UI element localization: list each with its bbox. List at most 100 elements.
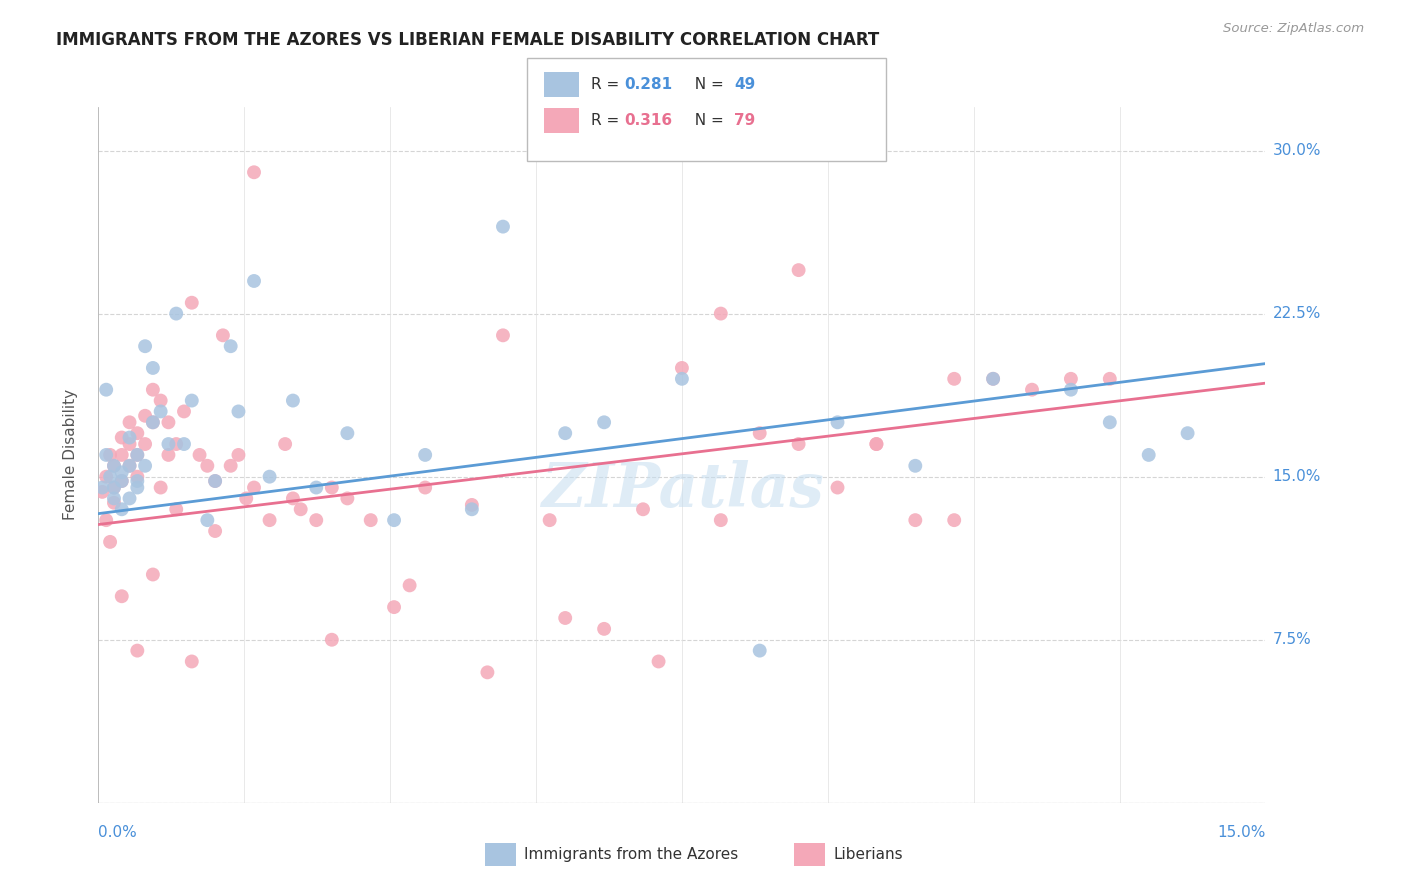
Point xyxy=(103,481,125,495)
Point xyxy=(593,622,616,636)
Point xyxy=(492,219,515,234)
Point xyxy=(157,437,180,451)
Point xyxy=(710,513,733,527)
Point xyxy=(180,393,202,408)
Point xyxy=(204,474,226,488)
Point xyxy=(111,466,134,480)
Point xyxy=(671,360,693,375)
Point xyxy=(259,513,281,527)
Point xyxy=(413,481,436,495)
Point xyxy=(142,567,165,582)
Point xyxy=(98,469,121,483)
Y-axis label: Female Disability: Female Disability xyxy=(63,389,77,521)
Point xyxy=(1177,426,1199,441)
Point xyxy=(305,513,328,527)
Text: Source: ZipAtlas.com: Source: ZipAtlas.com xyxy=(1223,22,1364,36)
Point xyxy=(981,372,1004,386)
Text: R =: R = xyxy=(591,78,624,92)
Point xyxy=(111,502,134,516)
Point xyxy=(103,481,125,495)
Point xyxy=(1098,415,1121,429)
Point xyxy=(943,372,966,386)
Point xyxy=(382,513,405,527)
Point xyxy=(554,426,576,441)
Point xyxy=(647,655,669,669)
Point xyxy=(904,513,927,527)
Text: 49: 49 xyxy=(734,78,755,92)
Point xyxy=(127,474,149,488)
Point xyxy=(142,360,165,375)
Point xyxy=(149,393,172,408)
Point xyxy=(492,328,515,343)
Point xyxy=(127,448,149,462)
Point xyxy=(204,474,226,488)
Point xyxy=(96,383,118,397)
Point xyxy=(118,437,141,451)
Text: 30.0%: 30.0% xyxy=(1272,143,1320,158)
Point xyxy=(235,491,257,506)
Point xyxy=(305,481,328,495)
Point xyxy=(336,426,359,441)
Point xyxy=(157,415,180,429)
Point xyxy=(195,513,218,527)
Point xyxy=(904,458,927,473)
Point xyxy=(219,339,242,353)
Point xyxy=(281,393,304,408)
Point xyxy=(127,481,149,495)
Point xyxy=(219,458,242,473)
Point xyxy=(142,415,165,429)
Text: 15.0%: 15.0% xyxy=(1218,825,1265,840)
Text: 7.5%: 7.5% xyxy=(1272,632,1312,648)
Point xyxy=(134,437,156,451)
Point xyxy=(243,274,266,288)
Point xyxy=(360,513,382,527)
Point xyxy=(787,437,810,451)
Point xyxy=(1060,372,1083,386)
Point xyxy=(981,372,1004,386)
Point xyxy=(103,491,125,506)
Point xyxy=(943,513,966,527)
Point xyxy=(336,491,359,506)
Text: ZIPatlas: ZIPatlas xyxy=(540,459,824,520)
Point xyxy=(91,481,114,495)
Text: 0.281: 0.281 xyxy=(624,78,672,92)
Point xyxy=(111,474,134,488)
Point xyxy=(228,448,250,462)
Point xyxy=(96,513,118,527)
Point xyxy=(538,513,561,527)
Point xyxy=(165,437,187,451)
Text: Immigrants from the Azores: Immigrants from the Azores xyxy=(524,847,738,862)
Point xyxy=(127,643,149,657)
Point xyxy=(710,307,733,321)
Point xyxy=(398,578,420,592)
Point xyxy=(173,404,195,418)
Text: R =: R = xyxy=(591,113,624,128)
Point xyxy=(321,632,343,647)
Point xyxy=(212,328,235,343)
Point xyxy=(243,481,266,495)
Point xyxy=(134,409,156,423)
Point xyxy=(290,502,312,516)
Point xyxy=(127,469,149,483)
Text: 15.0%: 15.0% xyxy=(1272,469,1320,484)
Point xyxy=(274,437,297,451)
Point xyxy=(748,643,770,657)
Point xyxy=(865,437,887,451)
Text: Liberians: Liberians xyxy=(834,847,904,862)
Point xyxy=(554,611,576,625)
Point xyxy=(96,469,118,483)
Point xyxy=(149,404,172,418)
Point xyxy=(787,263,810,277)
Text: N =: N = xyxy=(685,78,728,92)
Point xyxy=(127,426,149,441)
Point xyxy=(142,383,165,397)
Point xyxy=(157,448,180,462)
Point xyxy=(149,481,172,495)
Point xyxy=(103,496,125,510)
Point xyxy=(98,535,121,549)
Point xyxy=(1021,383,1043,397)
Point xyxy=(228,404,250,418)
Point xyxy=(382,600,405,615)
Point xyxy=(118,458,141,473)
Point xyxy=(865,437,887,451)
